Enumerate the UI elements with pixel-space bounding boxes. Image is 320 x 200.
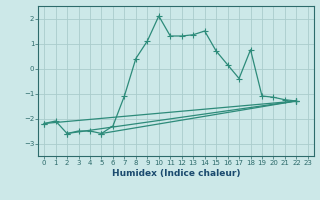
X-axis label: Humidex (Indice chaleur): Humidex (Indice chaleur) bbox=[112, 169, 240, 178]
